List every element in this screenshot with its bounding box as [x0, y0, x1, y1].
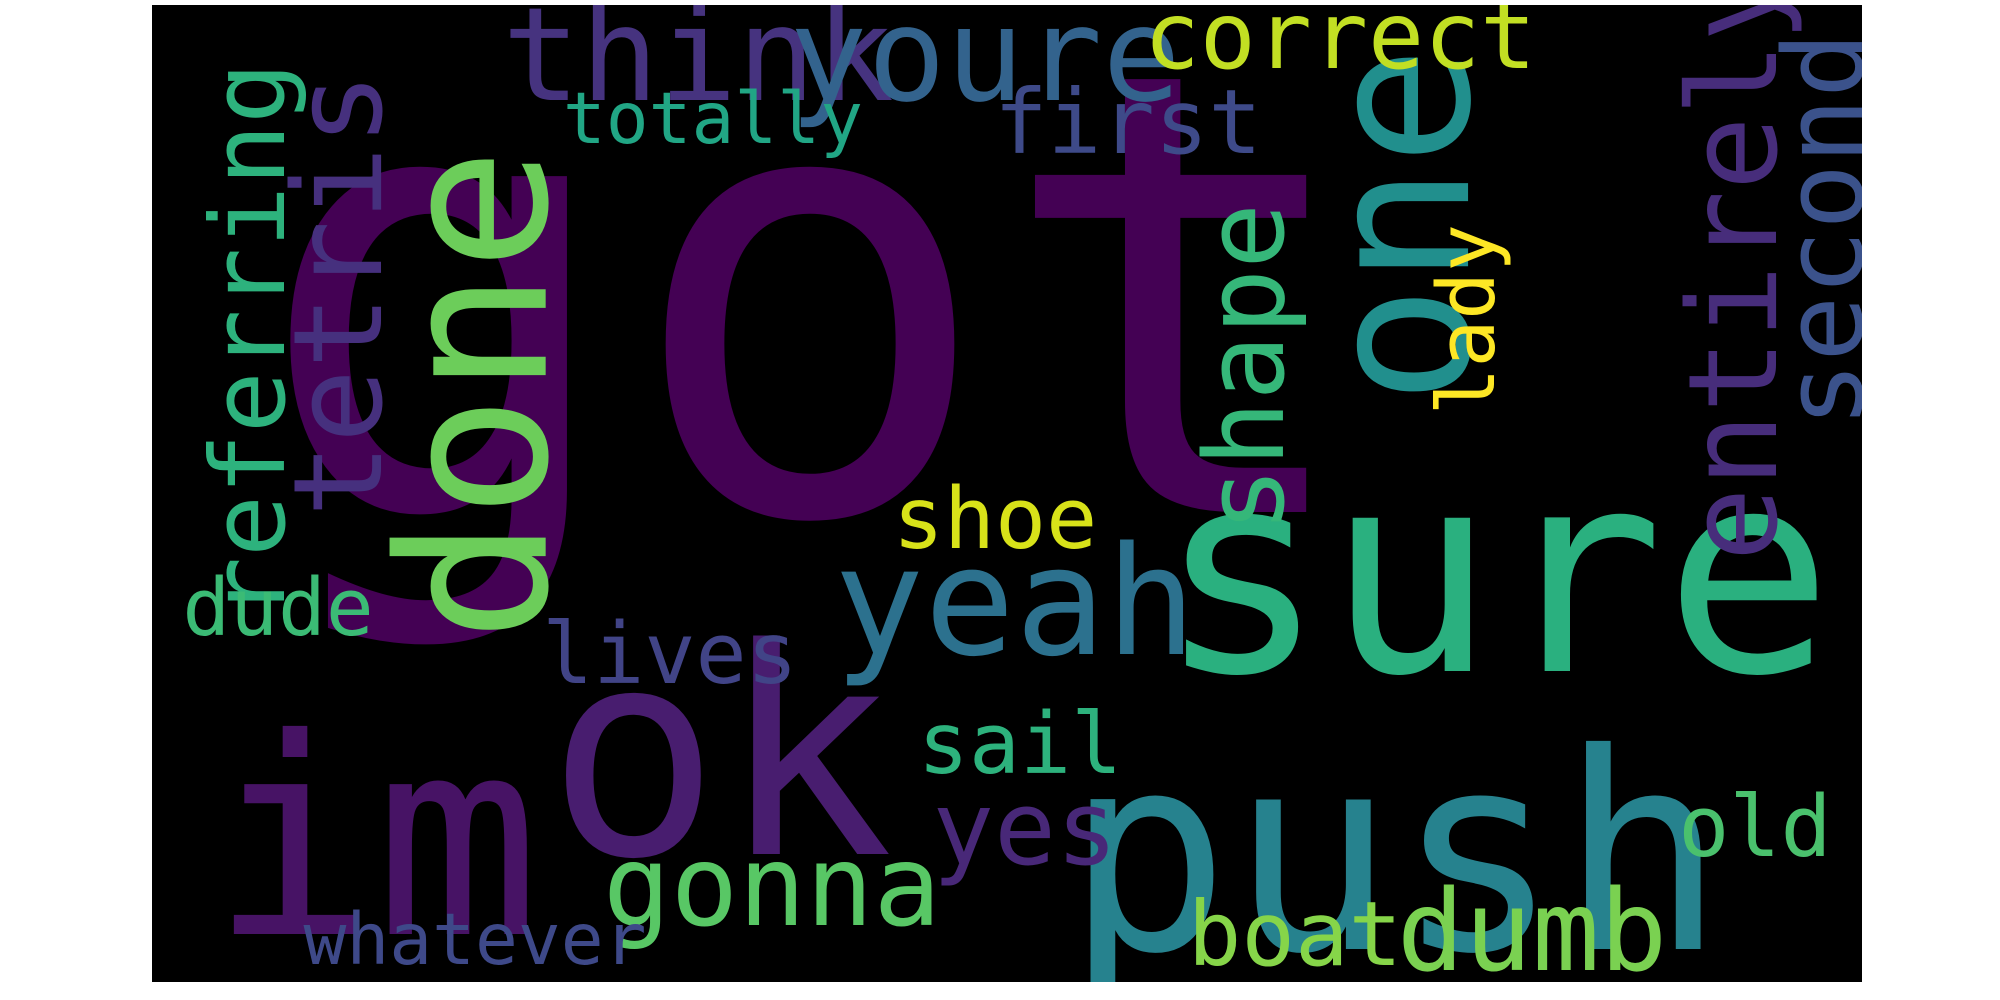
- word-dumb: dumb: [1396, 866, 1668, 982]
- word-correct: correct: [1143, 5, 1537, 91]
- word-totally: totally: [562, 77, 864, 161]
- word-sail: sail: [917, 694, 1123, 794]
- word-first: first: [993, 70, 1262, 175]
- word-boat: boat: [1187, 882, 1403, 982]
- word-youre: youre: [789, 5, 1181, 131]
- word-gonna: gonna: [602, 821, 942, 952]
- word-sure: sure: [1156, 410, 1834, 738]
- word-push: push: [1065, 695, 1725, 982]
- word-think: think: [502, 5, 894, 131]
- word-old: old: [1678, 777, 1832, 877]
- word-lady: lady: [1420, 224, 1514, 416]
- word-cloud: got sure ok im push done one yeah think …: [152, 5, 1862, 982]
- word-yeah: yeah: [833, 513, 1197, 690]
- word-whatever: whatever: [303, 898, 647, 982]
- word-second: second: [1760, 32, 1862, 428]
- word-shoe: shoe: [892, 469, 1098, 569]
- word-dude: dude: [182, 561, 374, 655]
- word-im: im: [210, 680, 540, 982]
- word-shape: shape: [1181, 203, 1310, 533]
- word-lives: lives: [542, 604, 798, 704]
- word-ok: ok: [546, 587, 894, 923]
- word-yes: yes: [932, 769, 1118, 889]
- word-referring: referring: [189, 61, 309, 619]
- word-got: got: [253, 5, 1367, 658]
